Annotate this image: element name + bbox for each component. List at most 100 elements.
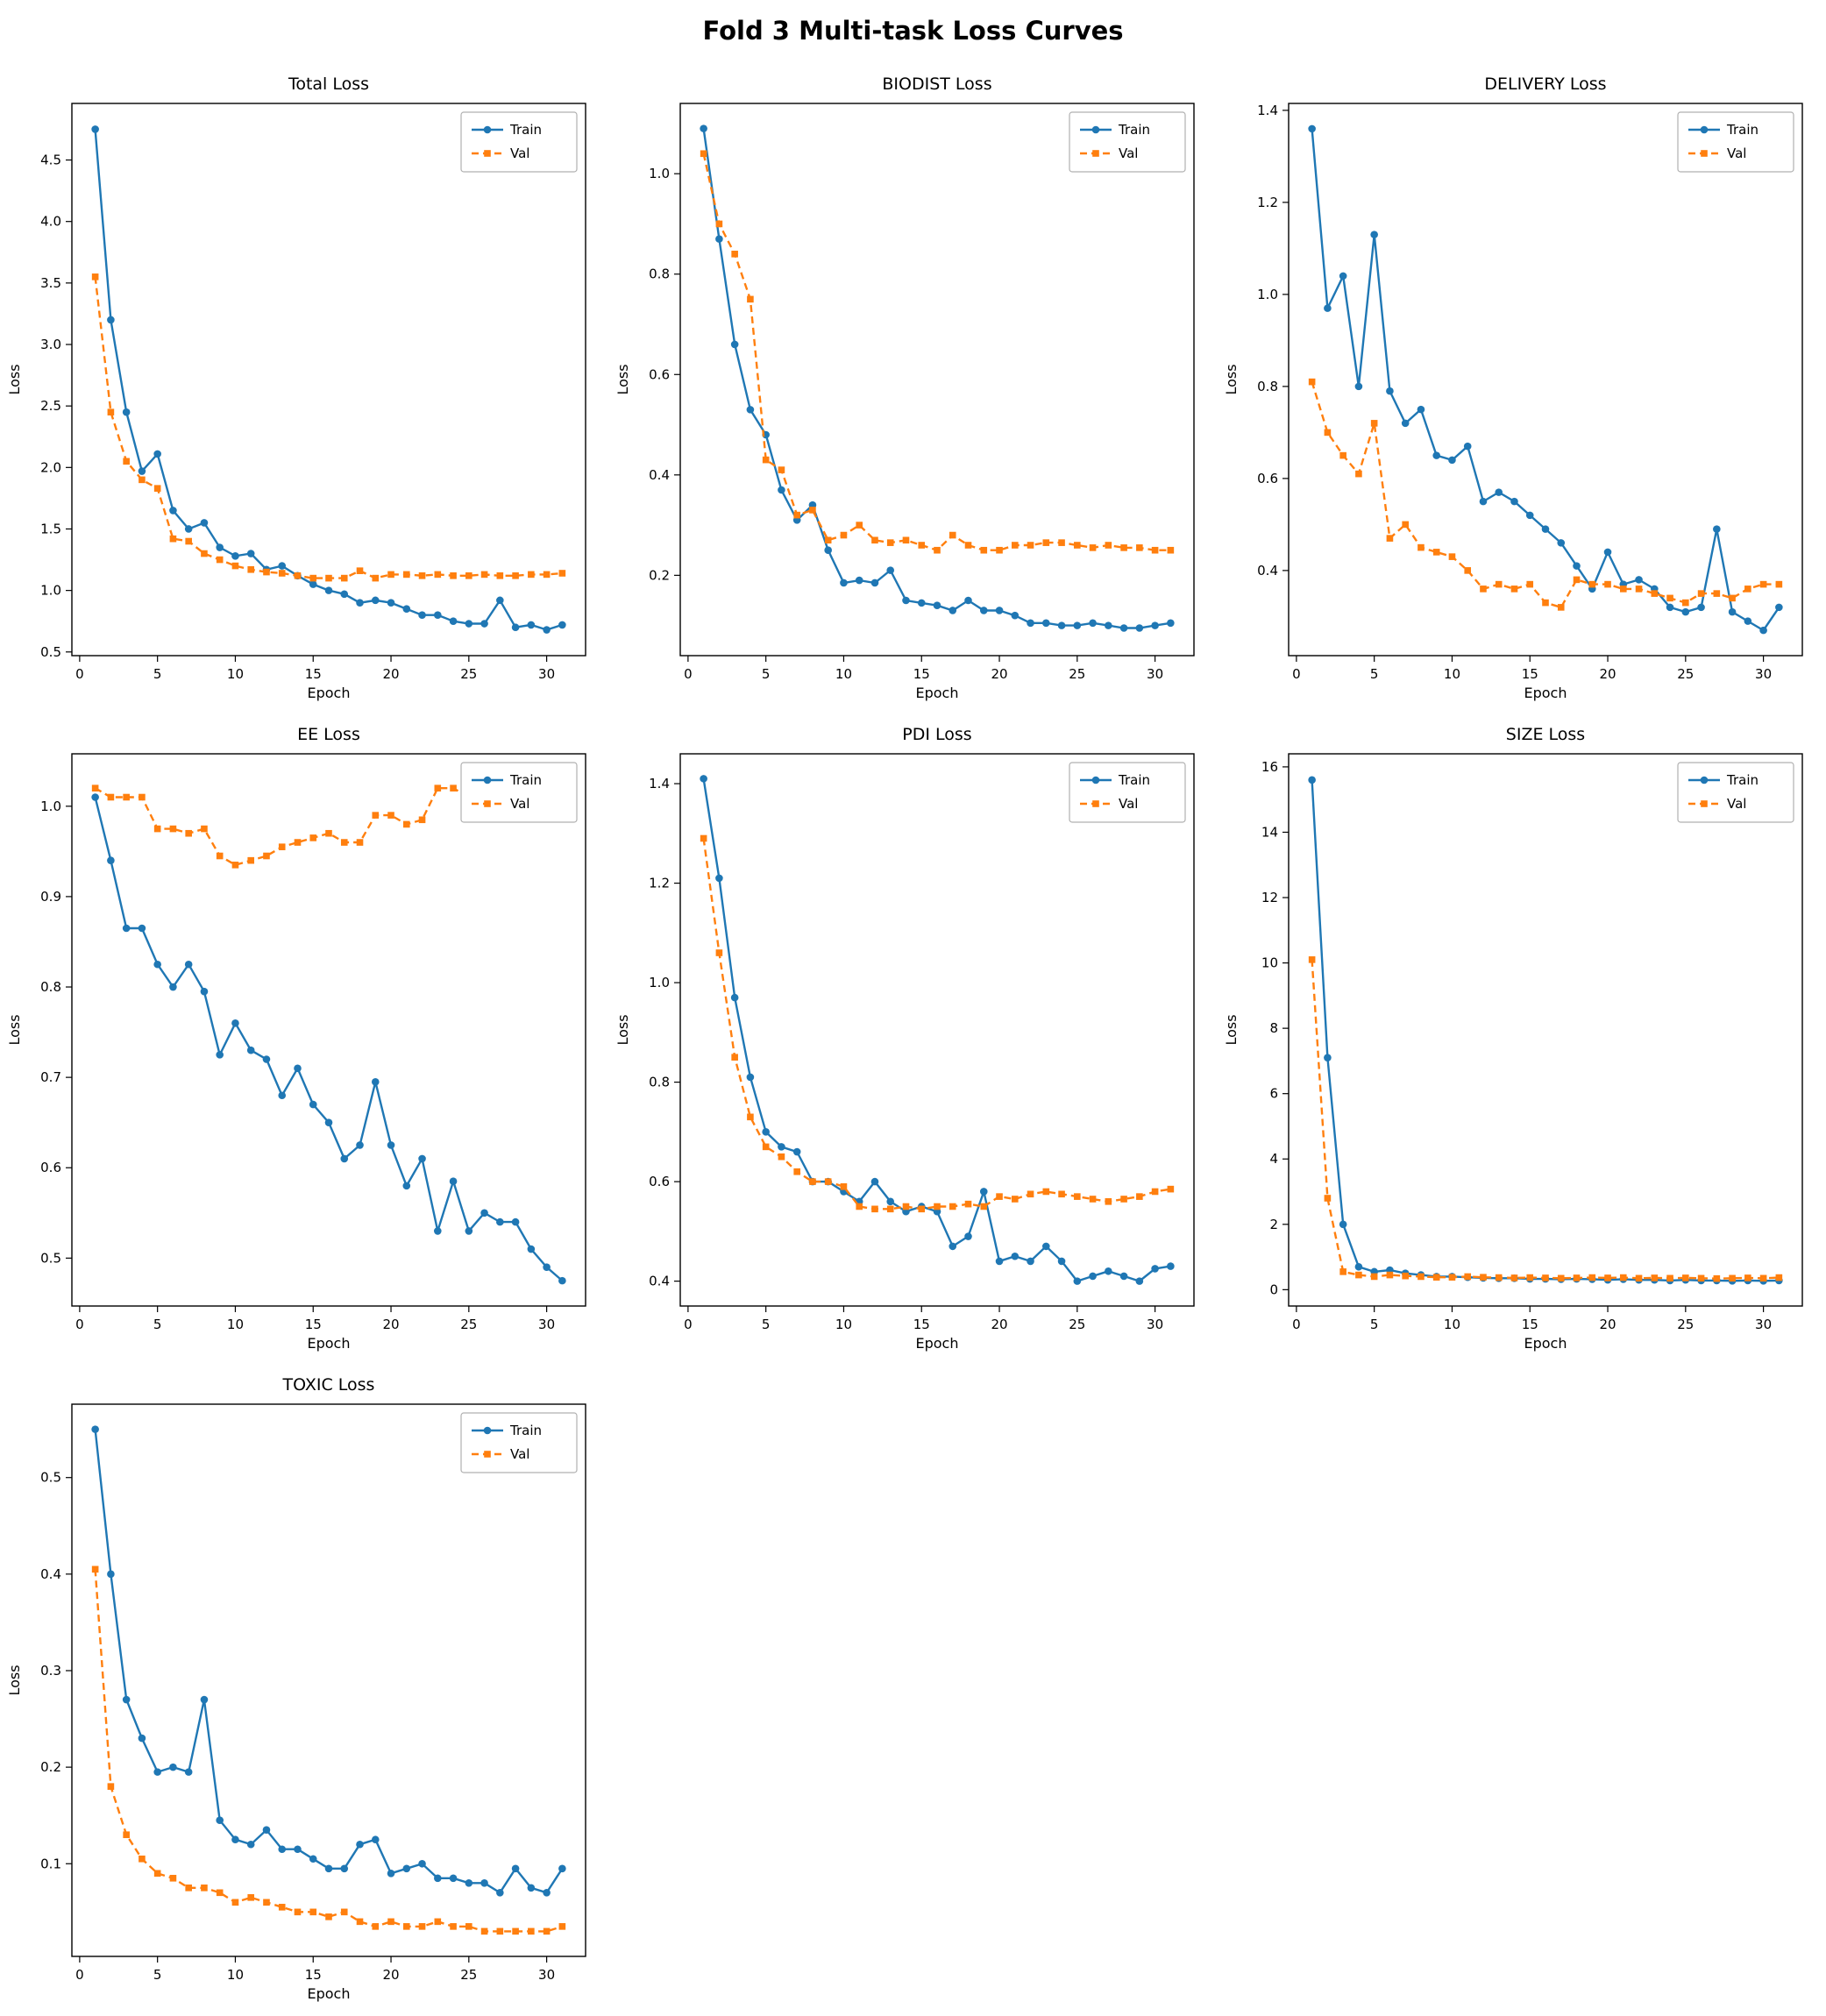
x-tick-label: 25 — [460, 1317, 477, 1332]
x-tick-label: 15 — [913, 1317, 930, 1332]
series-val — [91, 1565, 566, 1935]
y-tick-label: 0.8 — [649, 1075, 670, 1090]
y-axis-label: Loss — [6, 364, 23, 394]
chart-biodist-loss: 0.2 0.4 0.6 0.8 1.0 0 5 10 15 20 25 30 BIODIST Loss E… — [608, 61, 1217, 712]
chart-svg-toxic-loss: 0.1 0.2 0.3 0.4 0.5 0 5 10 15 20 25 30 TOXIC Loss Epo… — [6, 1375, 586, 2002]
y-axis-label: Loss — [1223, 1014, 1240, 1045]
x-axis-label: Epoch — [308, 685, 351, 701]
axes: 0.2 0.4 0.6 0.8 1.0 0 5 10 15 20 25 30 — [649, 103, 1195, 682]
series-train — [1308, 124, 1783, 635]
y-tick-label: 4 — [1269, 1151, 1278, 1167]
axes: 0 2 4 6 8 10 12 14 16 0 5 10 15 20 25 30 — [1261, 753, 1803, 1332]
y-tick-label: 2.5 — [40, 398, 61, 414]
x-axis-label: Epoch — [1524, 1335, 1567, 1352]
y-tick-label: 1.0 — [40, 799, 61, 814]
y-tick-label: 1.2 — [1257, 195, 1278, 210]
series-train — [91, 1425, 566, 1897]
chart-pdi-loss: 0.4 0.6 0.8 1.0 1.2 1.4 0 5 10 15 20 25 30 PDI Loss Ep… — [608, 712, 1217, 1362]
y-tick-label: 0.6 — [40, 1160, 61, 1175]
chart-svg-size-loss: 0 2 4 6 8 10 12 14 16 0 5 10 15 20 25 30 SIZE Loss Epoch L… — [1223, 725, 1803, 1352]
chart-title: SIZE Loss — [1506, 725, 1585, 744]
chart-svg-ee-loss: 0.5 0.6 0.7 0.8 0.9 1.0 0 5 10 15 20 25 30 EE Loss Epo… — [6, 725, 586, 1352]
y-tick-label: 0.8 — [40, 979, 61, 995]
x-axis-label: Epoch — [916, 685, 959, 701]
x-tick-label: 10 — [835, 666, 852, 682]
legend-label-train: Train — [1726, 122, 1759, 138]
y-tick-label: 1.0 — [40, 583, 61, 599]
chart-title: Total Loss — [288, 75, 369, 94]
y-tick-label: 4.0 — [40, 214, 61, 230]
x-tick-label: 20 — [991, 1317, 1007, 1332]
series-val — [91, 273, 566, 582]
x-tick-label: 0 — [1292, 666, 1301, 682]
x-tick-label: 0 — [684, 1317, 693, 1332]
legend-label-train: Train — [1726, 772, 1759, 788]
legend: Train Val — [460, 762, 578, 823]
x-tick-label: 15 — [305, 666, 322, 682]
y-axis-label: Loss — [615, 364, 631, 394]
x-tick-label: 30 — [538, 1967, 555, 1983]
x-tick-label: 20 — [1599, 666, 1616, 682]
series-train — [1308, 776, 1783, 1285]
legend-label-val: Val — [1727, 796, 1746, 812]
chart-title: PDI Loss — [902, 725, 971, 744]
x-tick-label: 10 — [227, 666, 244, 682]
chart-svg-biodist-loss: 0.2 0.4 0.6 0.8 1.0 0 5 10 15 20 25 30 BIODIST Loss E… — [615, 75, 1195, 701]
legend-label-train: Train — [509, 122, 542, 138]
axes: 0.5 0.6 0.7 0.8 0.9 1.0 0 5 10 15 20 25 30 — [40, 753, 586, 1332]
x-tick-label: 30 — [538, 666, 555, 682]
plot-border — [679, 103, 1195, 657]
x-tick-label: 10 — [1444, 1317, 1460, 1332]
y-tick-label: 14 — [1261, 824, 1278, 840]
series-train — [700, 124, 1175, 632]
y-tick-label: 0.5 — [40, 644, 61, 660]
legend-label-train: Train — [1118, 772, 1150, 788]
y-tick-label: 0.6 — [1257, 471, 1278, 486]
plot-border — [1288, 103, 1803, 657]
axes: 0.1 0.2 0.3 0.4 0.5 0 5 10 15 20 25 30 — [40, 1403, 586, 1983]
y-tick-label: 0.4 — [1257, 563, 1278, 579]
x-tick-label: 30 — [1755, 1317, 1772, 1332]
y-tick-label: 10 — [1261, 955, 1278, 971]
x-tick-label: 0 — [75, 1317, 84, 1332]
y-tick-label: 3.5 — [40, 275, 61, 291]
legend: Train Val — [1677, 762, 1794, 823]
y-tick-label: 0.5 — [40, 1250, 61, 1266]
x-axis-label: Epoch — [916, 1335, 959, 1352]
x-tick-label: 5 — [153, 666, 162, 682]
legend: Train Val — [1069, 762, 1186, 823]
x-tick-label: 25 — [460, 1967, 477, 1983]
legend-label-val: Val — [1119, 146, 1138, 161]
y-tick-label: 0.8 — [1257, 379, 1278, 394]
y-tick-label: 0.4 — [40, 1566, 61, 1582]
plot-border — [71, 103, 586, 657]
y-axis-label: Loss — [615, 1014, 631, 1045]
plot-border — [71, 1403, 586, 1957]
legend-label-val: Val — [1119, 796, 1138, 812]
y-tick-label: 0.6 — [649, 1174, 670, 1189]
y-tick-label: 3.0 — [40, 337, 61, 352]
y-tick-label: 1.4 — [649, 776, 670, 791]
x-tick-label: 15 — [1522, 666, 1538, 682]
series-train — [91, 793, 566, 1285]
x-tick-label: 20 — [382, 1967, 399, 1983]
series-val — [1308, 378, 1783, 611]
y-tick-label: 1.2 — [649, 876, 670, 891]
y-tick-label: 0.6 — [649, 366, 670, 382]
y-tick-label: 0.4 — [649, 467, 670, 483]
x-tick-label: 10 — [835, 1317, 852, 1332]
y-tick-label: 1.4 — [1257, 103, 1278, 118]
x-tick-label: 15 — [305, 1317, 322, 1332]
chart-title: BIODIST Loss — [882, 75, 991, 94]
x-tick-label: 10 — [1444, 666, 1460, 682]
axes: 0.4 0.6 0.8 1.0 1.2 1.4 0 5 10 15 20 25 30 — [649, 753, 1195, 1332]
y-tick-label: 0.2 — [649, 567, 670, 583]
legend: Train Val — [1677, 111, 1794, 173]
y-tick-label: 0.4 — [649, 1274, 670, 1289]
y-tick-label: 1.5 — [40, 521, 61, 536]
y-tick-label: 0.1 — [40, 1856, 61, 1871]
y-tick-label: 0 — [1269, 1281, 1278, 1297]
x-tick-label: 30 — [538, 1317, 555, 1332]
figure-title: Fold 3 Multi-task Loss Curves — [702, 16, 1124, 46]
chart-ee-loss: 0.5 0.6 0.7 0.8 0.9 1.0 0 5 10 15 20 25 30 EE Loss Epo… — [0, 712, 608, 1362]
